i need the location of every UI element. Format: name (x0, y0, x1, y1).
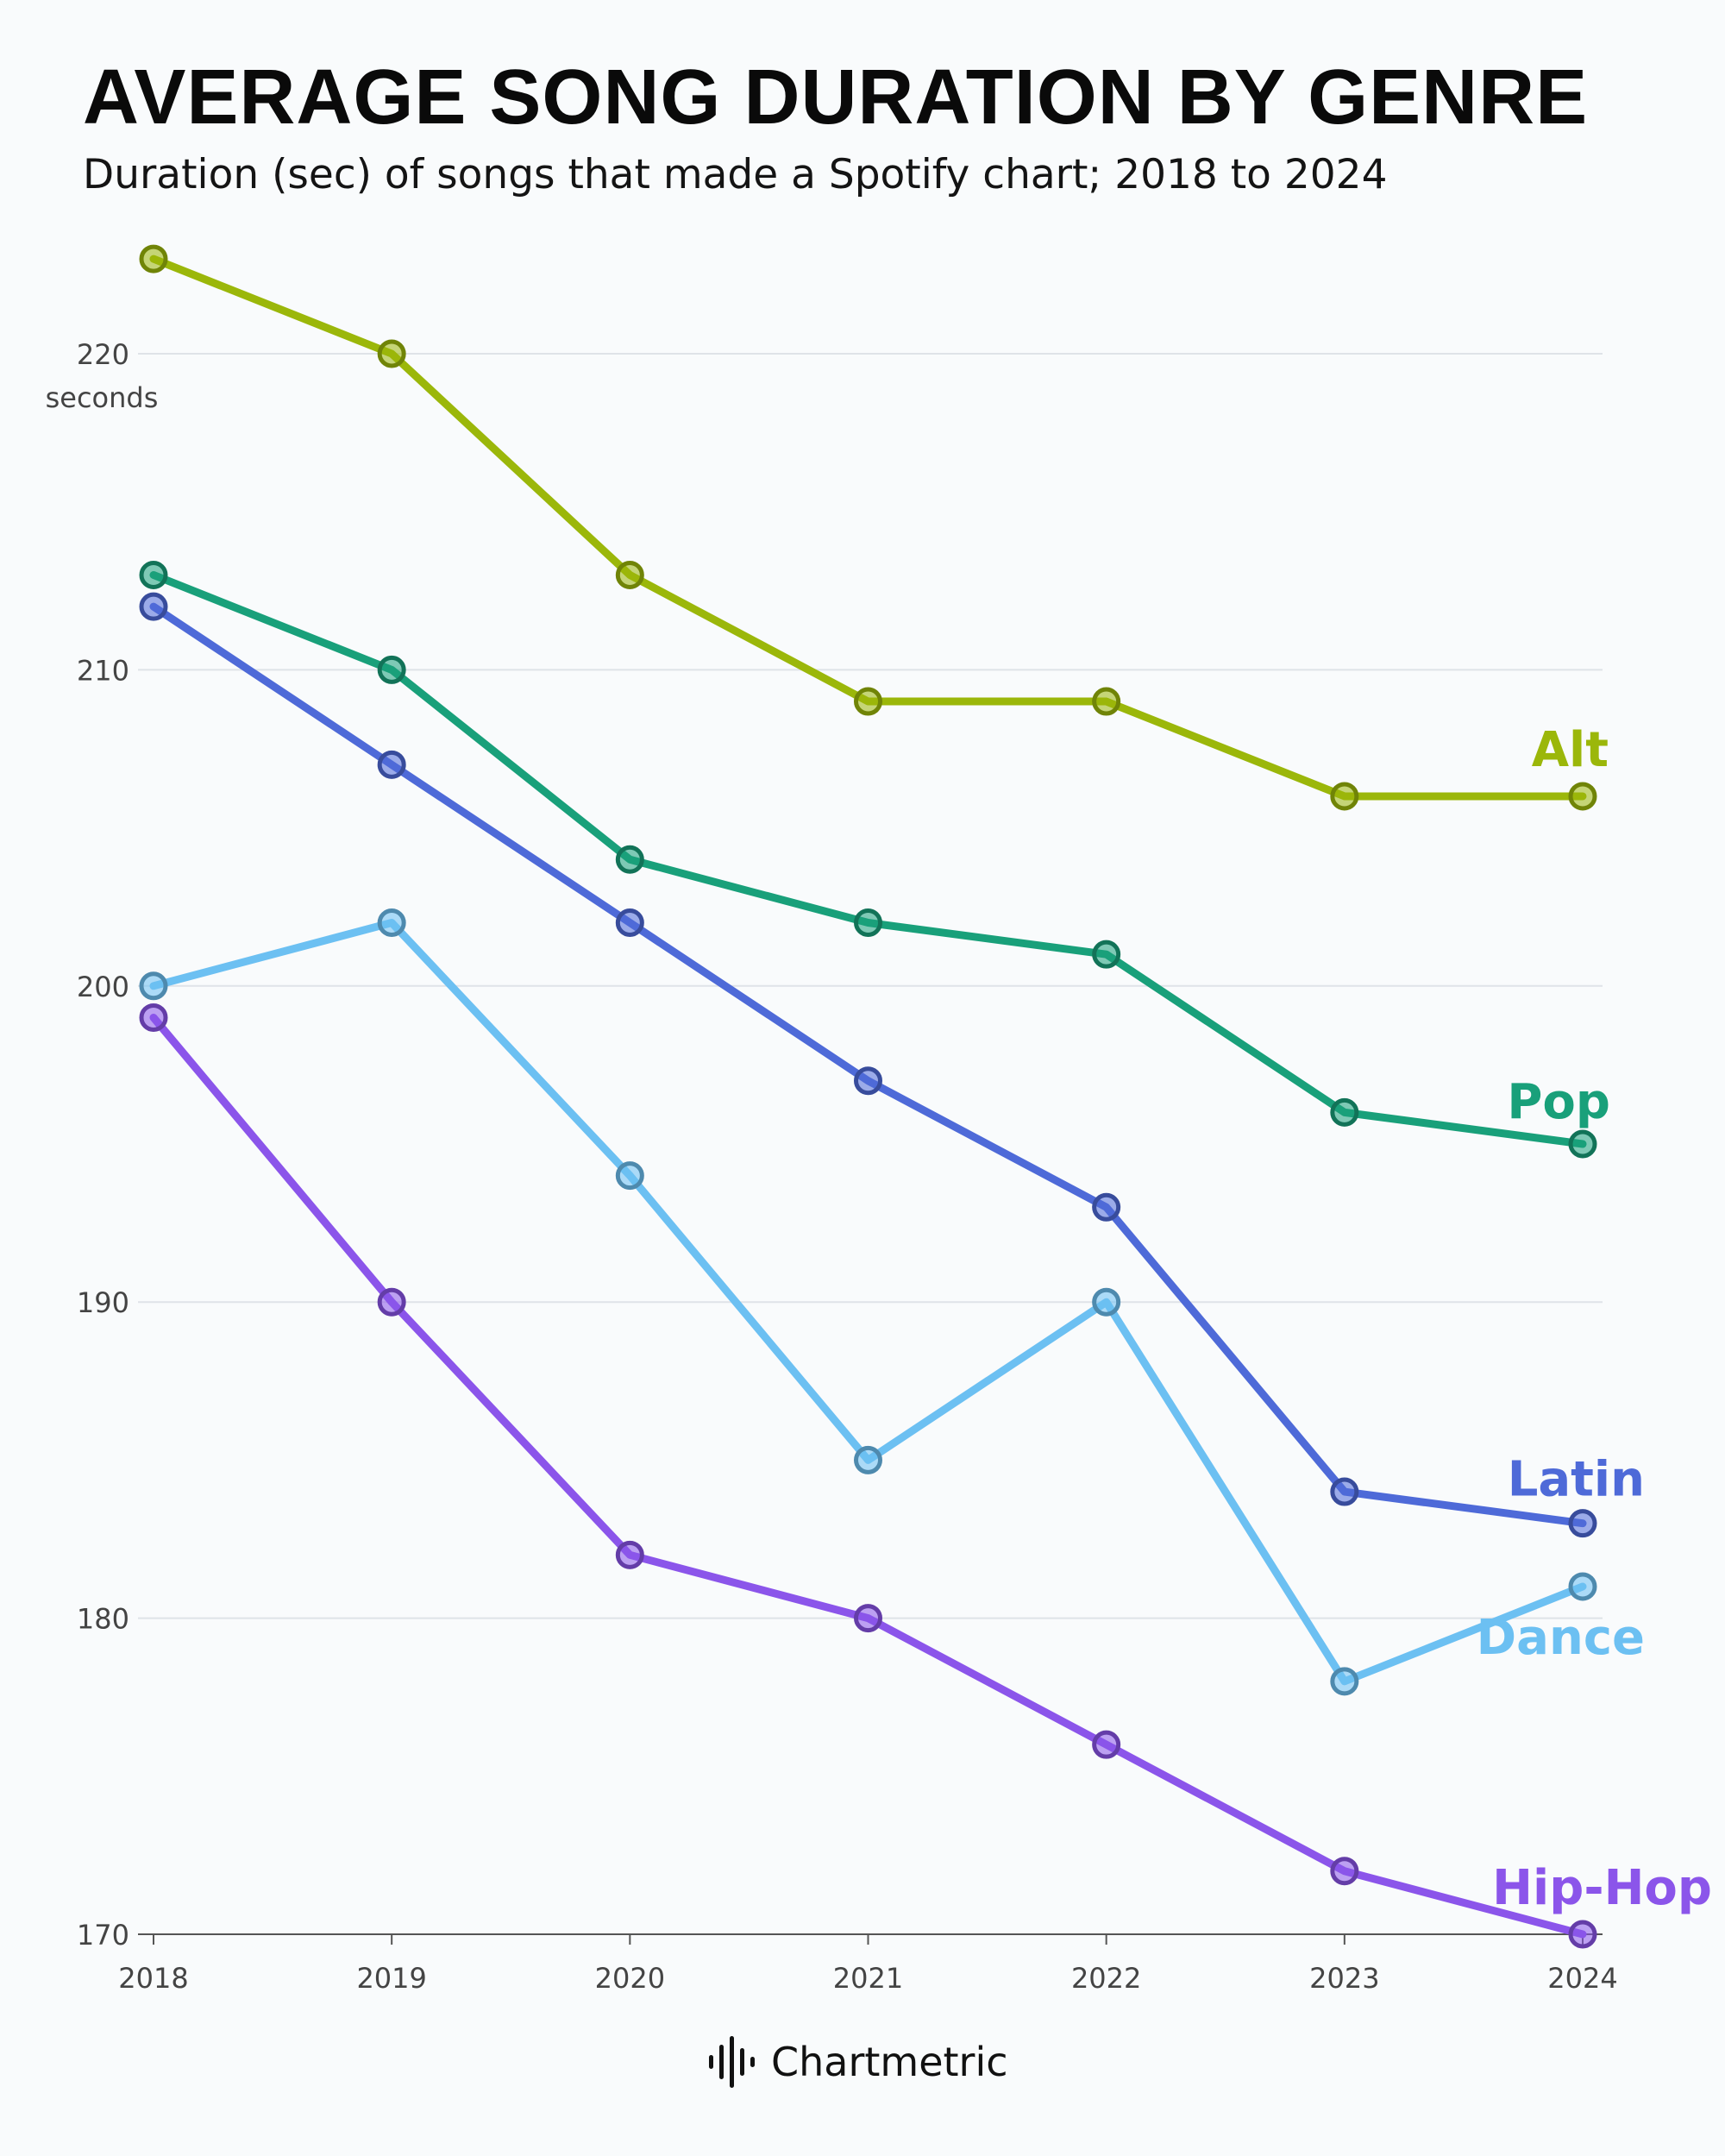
data-point-dance (139, 971, 168, 1001)
y-tick-label: 210 (77, 654, 129, 687)
data-point-latin (615, 908, 644, 938)
y-tick-label: 190 (77, 1286, 129, 1319)
x-tick-label: 2022 (1071, 1962, 1141, 1995)
x-tick-label: 2024 (1547, 1962, 1617, 1995)
data-point-pop (1568, 1129, 1597, 1159)
y-axis-label: seconds (46, 381, 159, 414)
x-tick-label: 2021 (833, 1962, 903, 1995)
data-point-latin (1092, 1192, 1121, 1222)
data-point-pop (1330, 1097, 1359, 1127)
data-point-pop (1092, 940, 1121, 969)
y-tick-label: 220 (77, 338, 129, 371)
data-point-alt (854, 687, 882, 716)
data-point-latin (1330, 1477, 1359, 1506)
series-label-hip-hop: Hip-Hop (1492, 1860, 1712, 1916)
data-point-alt (1092, 687, 1121, 716)
soundwave-icon (709, 2036, 755, 2088)
x-tick-label: 2020 (595, 1962, 665, 1995)
data-point-dance (615, 1161, 644, 1191)
series-line-latin (149, 602, 1587, 1528)
data-point-hip-hop (1568, 1920, 1597, 1949)
data-point-pop (615, 845, 644, 874)
chart-subtitle: Duration (sec) of songs that made a Spot… (83, 151, 1388, 198)
data-point-hip-hop (1330, 1857, 1359, 1886)
chart-title: AVERAGE SONG DURATION BY GENRE (83, 54, 1589, 141)
y-tick-label: 200 (77, 971, 129, 1003)
series-label-latin: Latin (1508, 1452, 1645, 1508)
data-point-alt (1568, 782, 1597, 811)
brand-logo: Chartmetric (707, 2032, 1008, 2092)
data-point-latin (139, 592, 168, 621)
y-tick-label: 180 (77, 1603, 129, 1636)
data-point-hip-hop (377, 1287, 406, 1317)
series-lines (139, 244, 1597, 1949)
data-point-dance (1092, 1287, 1121, 1317)
data-point-hip-hop (854, 1604, 882, 1633)
series-label-dance: Dance (1477, 1610, 1645, 1666)
data-point-pop (139, 560, 168, 589)
data-point-dance (377, 908, 406, 938)
series-pop (139, 560, 1597, 1159)
data-point-alt (377, 339, 406, 368)
data-point-hip-hop (615, 1540, 644, 1569)
y-tick-label: 170 (77, 1919, 129, 1952)
data-point-alt (139, 244, 168, 273)
series-alt (139, 244, 1597, 811)
x-tick-label: 2019 (356, 1962, 426, 1995)
series-dance (139, 908, 1597, 1696)
x-tick-label: 2018 (118, 1962, 188, 1995)
data-point-dance (1330, 1667, 1359, 1696)
brand-name: Chartmetric (771, 2039, 1008, 2085)
data-point-pop (377, 655, 406, 684)
data-point-pop (854, 908, 882, 938)
series-hip-hop (139, 1003, 1597, 1949)
x-tick-label: 2023 (1309, 1962, 1379, 1995)
data-point-dance (854, 1445, 882, 1474)
data-point-alt (1330, 782, 1359, 811)
series-label-pop: Pop (1507, 1074, 1610, 1130)
series-label-alt: Alt (1532, 722, 1609, 778)
gridlines (138, 353, 1603, 1619)
axes: 170 180 190 200 210 220 seconds 2018 2019 2020 202… (46, 338, 1618, 1995)
data-point-latin (854, 1066, 882, 1096)
data-point-latin (1568, 1509, 1597, 1538)
data-point-dance (1568, 1572, 1597, 1601)
series-line-hip-hop (149, 1013, 1587, 1939)
data-point-hip-hop (139, 1003, 168, 1032)
series-latin (139, 592, 1597, 1538)
data-point-latin (377, 750, 406, 779)
series-line-pop (149, 570, 1587, 1148)
data-point-alt (615, 560, 644, 589)
data-point-hip-hop (1092, 1730, 1121, 1759)
series-labels: Alt Pop Latin Dance Hip-Hop (1477, 722, 1712, 1916)
